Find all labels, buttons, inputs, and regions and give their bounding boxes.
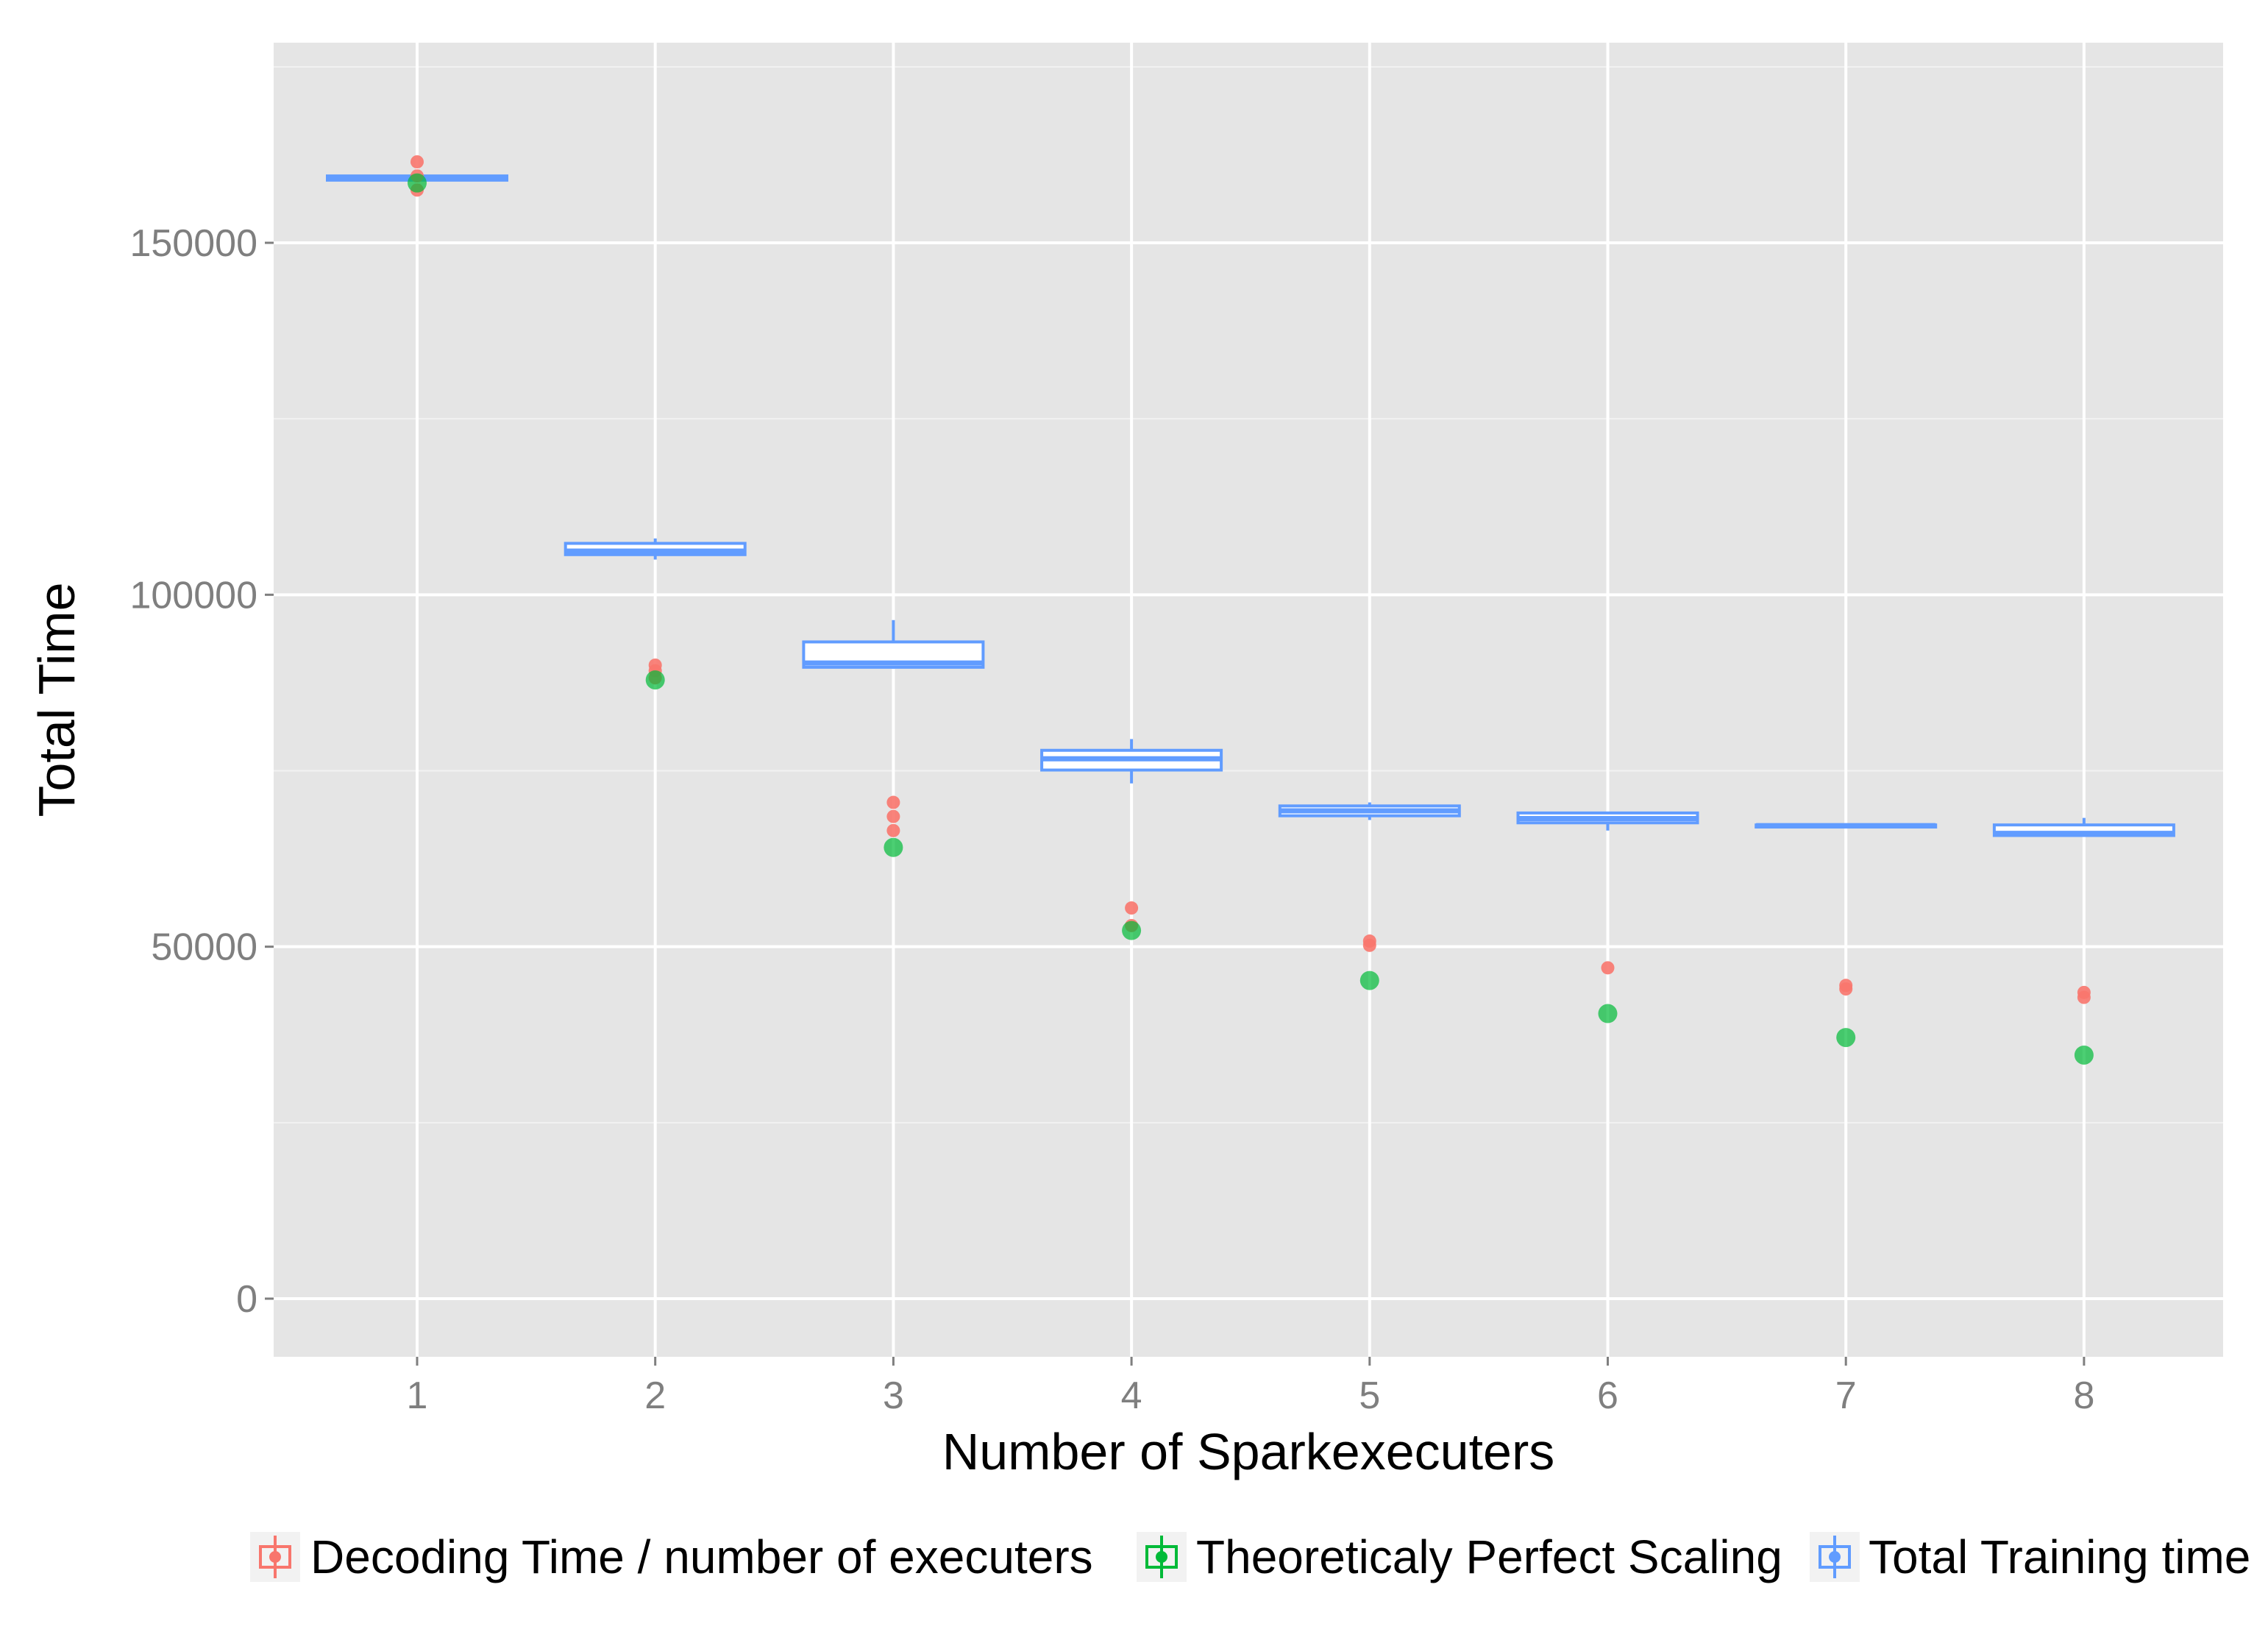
perfect-scaling-point bbox=[1122, 920, 1142, 940]
perfect-scaling-point bbox=[408, 173, 427, 193]
x-axis-title: Number of Sparkexecuters bbox=[942, 1423, 1555, 1480]
major-gridlines bbox=[274, 43, 2223, 1357]
x-tick-label: 1 bbox=[407, 1374, 428, 1417]
y-tick-label: 150000 bbox=[129, 222, 257, 265]
legend-point-icon-decoding bbox=[269, 1551, 281, 1563]
decoding-point bbox=[410, 155, 424, 168]
perfect-scaling-point bbox=[884, 837, 903, 857]
x-tick-label: 2 bbox=[644, 1374, 666, 1417]
perfect-scaling-point bbox=[645, 670, 665, 690]
decoding-point bbox=[886, 809, 900, 823]
legend: Decoding Time / number of executers Theo… bbox=[250, 1530, 2250, 1583]
decoding-point bbox=[1839, 982, 1853, 996]
box-series bbox=[326, 174, 2175, 837]
decoding-point bbox=[2077, 990, 2091, 1004]
legend-item-total-training: Total Training time bbox=[1810, 1530, 2250, 1583]
plot-panel bbox=[274, 43, 2223, 1357]
decoding-point bbox=[886, 795, 900, 809]
x-tick-label: 5 bbox=[1359, 1374, 1380, 1417]
decoding-point bbox=[1601, 961, 1615, 975]
legend-item-perfect-scaling: Theoreticaly Perfect Scaling bbox=[1137, 1530, 1782, 1583]
perfect-scaling-point bbox=[1598, 1004, 1618, 1023]
legend-label-decoding: Decoding Time / number of executers bbox=[310, 1530, 1093, 1583]
legend-point-icon-perfect-scaling bbox=[1156, 1551, 1167, 1563]
y-tick-label: 0 bbox=[236, 1278, 257, 1321]
y-axis-ticks: 0 50000 100000 150000 bbox=[129, 222, 274, 1321]
decoding-point bbox=[1362, 938, 1376, 952]
perfect-scaling-points bbox=[408, 173, 2094, 1065]
perfect-scaling-point bbox=[1359, 970, 1379, 990]
y-axis-title: Total Time bbox=[28, 583, 85, 817]
perfect-scaling-point bbox=[2074, 1045, 2094, 1065]
x-tick-label: 3 bbox=[883, 1374, 904, 1417]
minor-gridlines bbox=[274, 65, 2223, 1124]
perfect-scaling-point bbox=[1836, 1028, 1856, 1048]
legend-label-perfect-scaling: Theoreticaly Perfect Scaling bbox=[1196, 1530, 1782, 1583]
x-axis-ticks: 1 2 3 4 5 6 7 8 bbox=[407, 1357, 2094, 1417]
legend-label-total-training: Total Training time bbox=[1869, 1530, 2250, 1583]
x-tick-label: 4 bbox=[1121, 1374, 1142, 1417]
y-tick-label: 50000 bbox=[151, 926, 257, 969]
decoding-point bbox=[1125, 901, 1139, 915]
decoding-point bbox=[886, 823, 900, 837]
legend-point-icon-total-training bbox=[1829, 1551, 1841, 1563]
x-tick-label: 7 bbox=[1835, 1374, 1857, 1417]
x-tick-label: 8 bbox=[2073, 1374, 2094, 1417]
y-tick-label: 100000 bbox=[129, 574, 257, 617]
x-tick-label: 6 bbox=[1597, 1374, 1618, 1417]
legend-item-decoding: Decoding Time / number of executers bbox=[250, 1530, 1093, 1583]
